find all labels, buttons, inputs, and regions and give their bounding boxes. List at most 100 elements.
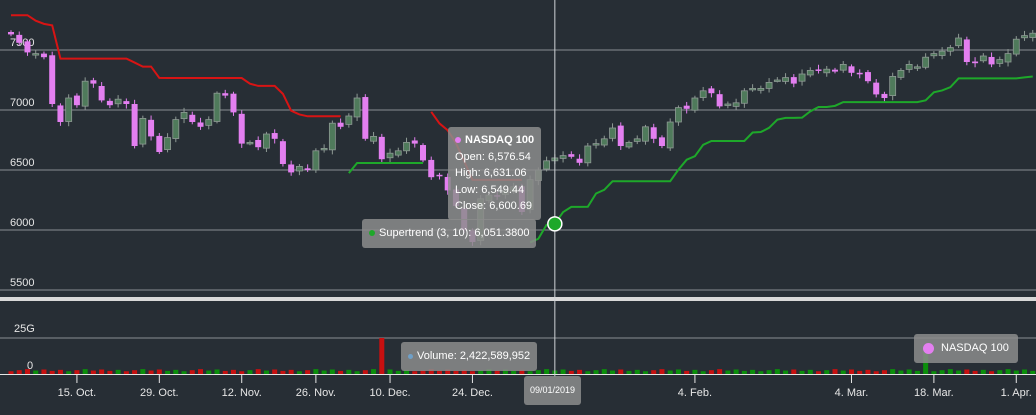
candle-up	[1012, 38, 1020, 55]
volume-bar	[890, 369, 896, 374]
candle-down	[279, 141, 286, 164]
candle-up	[889, 76, 897, 97]
candle-up	[979, 55, 987, 62]
x-tick-label: 26. Nov.	[296, 387, 336, 399]
tooltip-series-name: NASDAQ 100	[465, 134, 535, 146]
volume-bar	[272, 369, 278, 374]
volume-bar	[758, 371, 764, 374]
x-tick-label: 29. Oct.	[140, 387, 179, 399]
volume-bar	[898, 370, 904, 374]
volume-bar	[486, 369, 492, 374]
volume-tooltip: Volume: 2,422,589,952	[401, 342, 538, 371]
volume-bar	[989, 371, 995, 374]
ohlc-tooltip: NASDAQ 100 Open: 6,576.54 High: 6,631.06…	[448, 127, 542, 220]
x-tick-label: 12. Nov.	[222, 387, 262, 399]
volume-bar	[41, 369, 47, 374]
volume-bar	[651, 370, 657, 374]
x-tick-label: 1. Apr.	[1001, 387, 1032, 399]
volume-bar	[66, 371, 72, 374]
volume-bar	[329, 369, 335, 374]
candle-down	[617, 125, 624, 146]
volume-bar	[1005, 369, 1011, 374]
candle-up	[394, 150, 402, 156]
candle-up	[749, 88, 756, 91]
volume-bar	[478, 370, 484, 374]
series-dot-icon	[455, 137, 461, 144]
volume-bar	[469, 371, 475, 374]
volume-bar	[725, 370, 731, 374]
candle-down	[288, 164, 295, 173]
volume-bar	[956, 370, 962, 374]
volume-bar	[239, 371, 245, 374]
candle-down	[444, 176, 451, 191]
tooltip-date: 09/01/2019	[530, 385, 576, 395]
candle-down	[197, 122, 204, 127]
candle-up	[81, 80, 89, 107]
volume-bar	[626, 370, 632, 374]
candle-up	[353, 97, 361, 118]
candle-down	[815, 69, 822, 71]
candle-down	[650, 127, 657, 139]
volume-bar	[568, 370, 574, 374]
candle-down	[24, 41, 31, 53]
candle-down	[131, 104, 138, 146]
candle-up	[584, 145, 592, 164]
volume-bar	[774, 369, 780, 374]
candle-down	[148, 119, 155, 137]
candle-down	[568, 154, 575, 157]
volume-bar	[436, 370, 442, 374]
volume-bar	[931, 371, 937, 374]
candle-up	[164, 137, 171, 151]
volume-bar	[865, 369, 871, 374]
candle-up	[765, 82, 773, 89]
volume-bar	[338, 370, 344, 374]
volume-bar	[585, 371, 591, 374]
candle-up	[32, 53, 40, 56]
volume-series[interactable]	[0, 338, 1036, 375]
candle-up	[946, 47, 954, 52]
candle-up	[625, 141, 633, 148]
volume-bar	[642, 371, 648, 374]
candle-down	[98, 86, 105, 101]
date-tooltip: 09/01/2019	[524, 376, 582, 405]
volume-bar	[214, 369, 220, 374]
x-axis: 15. Oct. 29. Oct. 12. Nov. 26. Nov. 10. Dec.…	[58, 375, 1032, 399]
volume-bar	[140, 369, 146, 374]
candle-down	[8, 32, 14, 35]
candle-up	[806, 70, 814, 76]
volume-bar	[502, 369, 508, 374]
volume-bar	[906, 369, 912, 374]
volume-bar	[387, 369, 393, 374]
candle-up	[1004, 53, 1012, 63]
legend-item-nasdaq-100[interactable]: NASDAQ 100	[914, 334, 1018, 363]
supertrend-down-line	[11, 14, 341, 118]
candle-up	[675, 107, 682, 123]
tooltip-low: Low: 6,549.44	[455, 183, 525, 196]
candle-down	[222, 93, 229, 96]
volume-bar	[741, 370, 747, 374]
candle-up	[930, 53, 938, 57]
y-tick-label: 7500	[10, 37, 34, 49]
candle-up	[757, 88, 765, 91]
volume-bar	[305, 370, 311, 374]
volume-bar	[544, 369, 550, 374]
candle-up	[905, 64, 913, 70]
candle-down	[304, 168, 311, 170]
supertrend-hover-marker	[547, 216, 563, 232]
candle-up	[600, 138, 608, 146]
candle-up	[320, 147, 328, 151]
candle-down	[73, 95, 80, 106]
volume-bar	[8, 371, 14, 374]
candle-up	[559, 155, 567, 159]
candle-down	[337, 122, 344, 127]
candle-up	[633, 138, 641, 142]
supertrend-dot-icon	[369, 230, 375, 237]
volume-bar	[848, 369, 854, 374]
volume-bar	[296, 371, 302, 374]
supertrend-up-line	[348, 162, 423, 174]
candle-down	[420, 145, 426, 161]
pane-separator[interactable]	[0, 297, 1036, 301]
volume-bar	[132, 370, 138, 374]
volume-bar	[395, 370, 401, 374]
volume-bar	[198, 369, 204, 374]
